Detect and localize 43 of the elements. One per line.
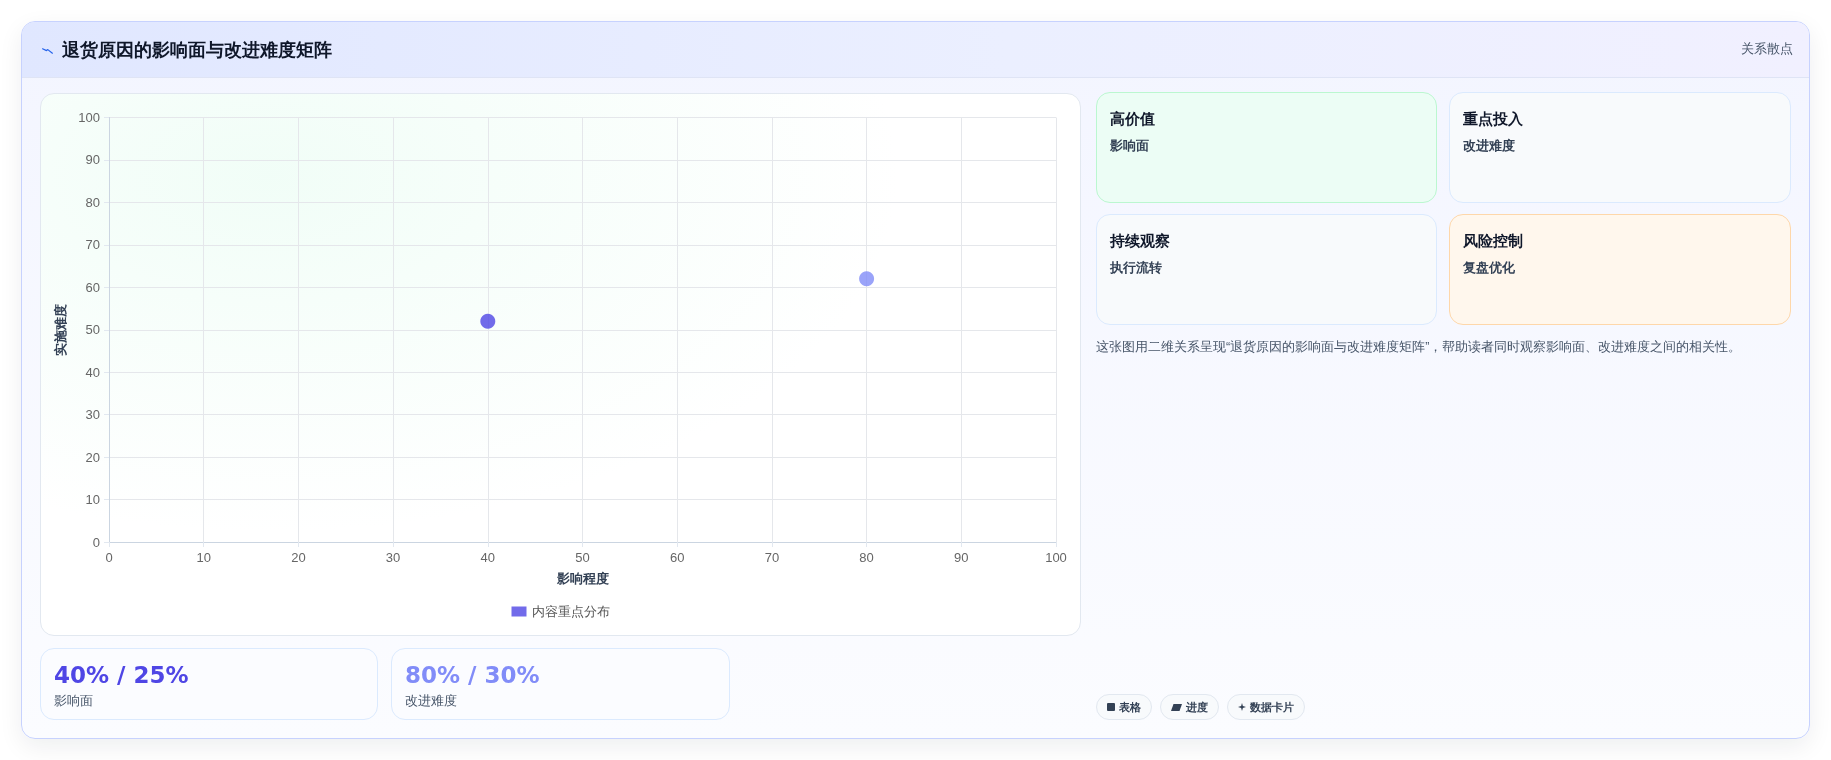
text: 这张图用二维关系呈现“退货原因的影响面与改进难度矩阵”，帮助读者同时观察影响面、改进难度之间的相关性。	[1096, 339, 1743, 356]
text: 重点投入	[1463, 110, 1523, 129]
text: 表格	[1119, 699, 1141, 715]
text: 80% / 30%	[405, 661, 540, 690]
y-tick-label: 50	[85, 322, 100, 338]
y-tick-label: 80	[85, 194, 100, 210]
text: 影响面	[54, 693, 93, 710]
text: 改进难度	[405, 693, 457, 710]
x-tick-label: 70	[764, 550, 780, 565]
y-tick-label: 90	[85, 152, 100, 168]
text: 影响面	[1110, 138, 1149, 155]
y-tick-label: 20	[85, 449, 100, 465]
text: 持续观察	[1110, 232, 1170, 251]
y-tick-label: 40	[85, 364, 100, 380]
text: 高价值	[1110, 110, 1155, 129]
legend-label: 内容重点分布	[531, 603, 610, 619]
text: 关系散点	[1741, 41, 1793, 58]
text: 改进难度	[1463, 137, 1515, 155]
x-tick-label: 0	[105, 550, 113, 565]
y-tick-label: 100	[78, 110, 100, 125]
text: 执行流转	[1110, 260, 1162, 277]
y-tick-label: 30	[85, 407, 100, 423]
x-tick-label: 50	[575, 550, 590, 565]
text: 复盘优化	[1463, 260, 1515, 277]
y-tick-label: 70	[85, 237, 100, 253]
x-tick-label: 30	[385, 550, 401, 565]
x-tick-label: 40	[480, 550, 496, 565]
x-tick-label: 90	[954, 550, 969, 565]
text: 数据卡片	[1250, 699, 1294, 715]
chart-title: 退货原因的影响面与改进难度矩阵	[62, 39, 332, 62]
x-tick-label: 20	[291, 550, 306, 565]
x-tick-label: 80	[859, 550, 874, 565]
text: 风险控制	[1463, 232, 1523, 251]
x-tick-label: 60	[669, 550, 685, 565]
x-tick-label: 100	[1045, 550, 1067, 565]
text: 进度	[1186, 699, 1208, 715]
y-tick-label: 10	[85, 492, 100, 508]
y-tick-label: 60	[85, 279, 100, 295]
y-axis-title: 实施难度	[53, 303, 69, 356]
x-tick-label: 10	[196, 550, 211, 565]
text: 40% / 25%	[54, 661, 189, 690]
x-axis-title: 影响程度	[555, 571, 609, 586]
y-tick-label: 0	[92, 534, 100, 550]
